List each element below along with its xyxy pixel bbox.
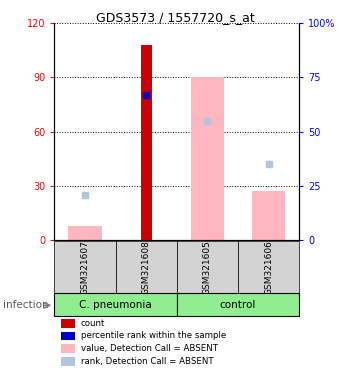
Bar xyxy=(190,77,224,240)
Text: GSM321605: GSM321605 xyxy=(203,240,212,295)
Text: percentile rank within the sample: percentile rank within the sample xyxy=(81,331,226,341)
Bar xyxy=(141,45,152,240)
Bar xyxy=(116,241,177,294)
Bar xyxy=(54,293,177,316)
Bar xyxy=(177,241,238,294)
Bar xyxy=(238,241,299,294)
Bar xyxy=(68,225,102,240)
Bar xyxy=(252,191,286,240)
Bar xyxy=(54,241,116,294)
Text: rank, Detection Call = ABSENT: rank, Detection Call = ABSENT xyxy=(81,357,214,366)
Text: control: control xyxy=(220,300,256,310)
Text: GSM321606: GSM321606 xyxy=(264,240,273,295)
Text: C. pneumonia: C. pneumonia xyxy=(79,300,152,310)
Text: count: count xyxy=(81,319,105,328)
Text: GSM321607: GSM321607 xyxy=(80,240,89,295)
Text: GSM321608: GSM321608 xyxy=(142,240,150,295)
Text: value, Detection Call = ABSENT: value, Detection Call = ABSENT xyxy=(81,344,218,353)
Text: GDS3573 / 1557720_s_at: GDS3573 / 1557720_s_at xyxy=(96,11,254,24)
Bar xyxy=(177,293,299,316)
Text: infection: infection xyxy=(4,300,49,310)
